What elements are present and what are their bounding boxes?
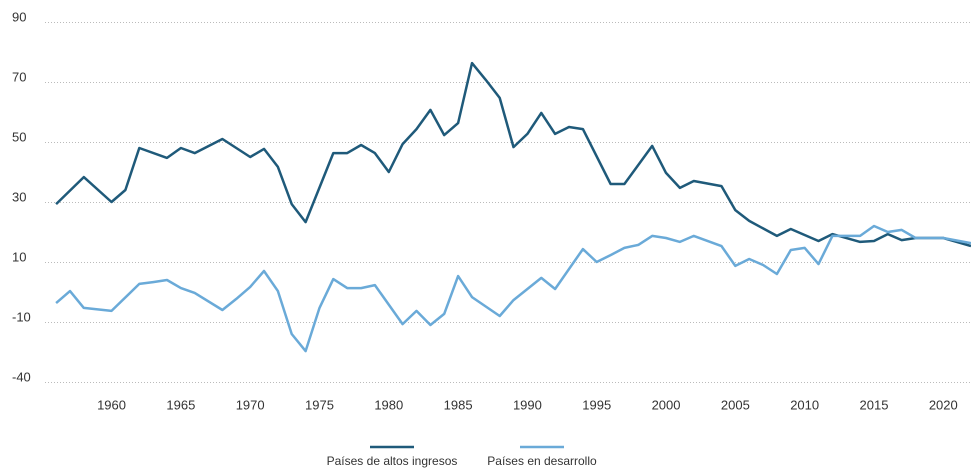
legend-label: Países en desarrollo [487,454,597,468]
x-tick-label: 1965 [166,397,195,412]
x-tick-label: 1975 [305,397,334,412]
x-tick-label: 2020 [929,397,958,412]
y-tick-label: 90 [12,9,26,24]
x-tick-label: 1980 [374,397,403,412]
y-tick-label: -10 [12,309,31,324]
y-tick-label: 70 [12,69,26,84]
x-tick-label: 1995 [582,397,611,412]
data-line [55,224,971,353]
legend-label: Países de altos ingresos [327,454,458,468]
x-tick-label: 1970 [236,397,265,412]
x-tick-label: 1990 [513,397,542,412]
y-tick-label: -40 [12,369,31,384]
x-tick-label: 2000 [652,397,681,412]
x-tick-label: 1960 [97,397,126,412]
y-tick-label: 30 [12,189,26,204]
x-tick-label: 2015 [860,397,889,412]
x-tick-label: 1985 [444,397,473,412]
x-tick-label: 2010 [790,397,819,412]
x-tick-label: 2005 [721,397,750,412]
y-tick-label: 50 [12,129,26,144]
y-tick-label: 10 [12,249,26,264]
data-line [55,61,971,248]
